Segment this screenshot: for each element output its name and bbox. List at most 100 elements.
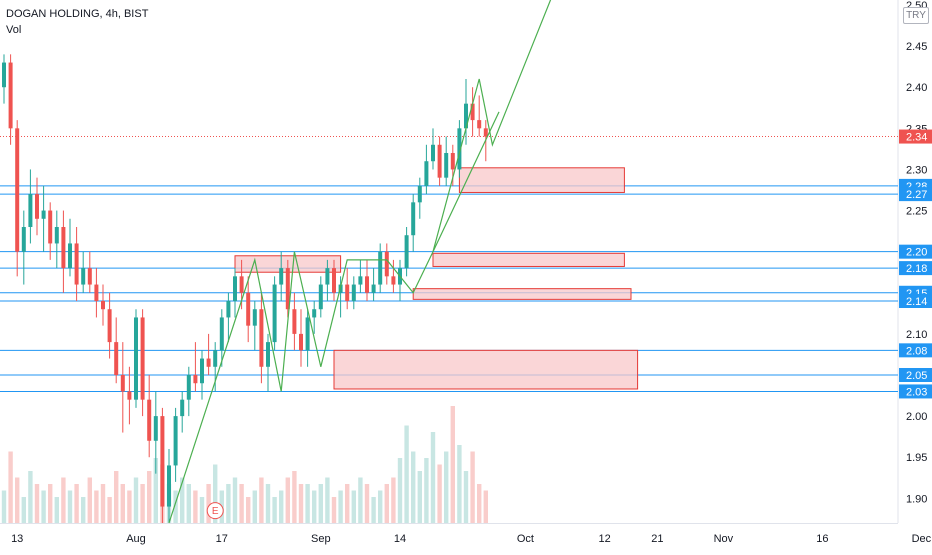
candle-body	[107, 309, 112, 343]
candle	[160, 407, 165, 523]
candle-body	[318, 284, 323, 310]
candle	[21, 210, 26, 285]
candle	[272, 276, 277, 351]
candle	[411, 194, 416, 252]
price-tick-label: 1.95	[906, 452, 927, 464]
time-tick-label: 12	[598, 533, 610, 545]
zone-rectangle	[412, 288, 632, 300]
volume-bar	[127, 490, 132, 523]
candle-body	[272, 284, 277, 343]
level-label-bg	[899, 343, 932, 358]
candle-body	[153, 416, 158, 441]
price-tick-label: 2.40	[906, 82, 927, 94]
candle-body	[160, 416, 165, 507]
volume-bar	[114, 471, 119, 523]
candle-body	[477, 120, 482, 129]
candle	[8, 54, 13, 145]
volume-bar	[338, 490, 343, 523]
volume-bar	[34, 484, 40, 523]
volume-bar	[120, 484, 125, 523]
level-label: 2.27	[906, 189, 927, 201]
volume-bar	[140, 484, 145, 523]
volume-bar	[463, 471, 469, 523]
level-label: 2.18	[906, 263, 927, 275]
candle	[87, 251, 92, 293]
candle	[61, 210, 66, 293]
volume-label[interactable]: Vol	[6, 24, 22, 36]
candle	[153, 391, 158, 474]
candle	[41, 185, 46, 252]
volume-bar	[15, 477, 20, 523]
volume-bar	[213, 464, 218, 523]
candle-body	[61, 227, 66, 269]
candle-body	[431, 144, 435, 162]
volume-bar	[232, 477, 238, 523]
candle	[226, 292, 231, 343]
candle	[107, 292, 112, 359]
candle-body	[21, 227, 26, 252]
volume-bar	[133, 477, 139, 523]
candle	[15, 120, 20, 277]
candle-body	[134, 317, 138, 400]
candle	[28, 169, 33, 244]
candle-body	[279, 268, 284, 285]
candle	[477, 95, 482, 137]
candle	[114, 317, 119, 384]
candle	[259, 292, 264, 384]
time-tick-label: Sep	[311, 533, 331, 545]
candle-body	[226, 301, 231, 318]
candle	[120, 342, 125, 433]
candle	[404, 227, 409, 277]
candle	[285, 259, 290, 318]
level-label-bg	[899, 368, 932, 382]
candle	[101, 284, 105, 326]
volume-bar	[325, 477, 330, 523]
volume-bar	[397, 458, 403, 523]
candle-body	[74, 243, 79, 285]
candle-body	[54, 227, 59, 244]
volume-bar	[48, 484, 53, 523]
volume-bar	[318, 484, 323, 523]
currency-badge[interactable]: TRY	[903, 7, 929, 24]
volume-bar	[67, 490, 73, 523]
candle	[266, 333, 270, 392]
volume-bar	[331, 497, 337, 523]
volume-bar	[239, 484, 244, 523]
volume-bar	[391, 477, 396, 523]
candle-body	[325, 268, 330, 285]
volume-bar	[74, 484, 79, 523]
candle-body	[219, 317, 224, 351]
candle-body	[147, 399, 152, 441]
time-tick-label: 13	[11, 533, 23, 545]
candle	[94, 268, 99, 318]
candle-body	[259, 309, 264, 367]
candle	[318, 276, 323, 318]
volume-bar	[285, 477, 290, 523]
candle	[431, 128, 435, 170]
candle	[424, 144, 429, 195]
volume-bar	[147, 471, 152, 523]
volume-bar	[292, 471, 297, 523]
candle-body	[239, 276, 244, 293]
time-tick-label: 14	[394, 533, 406, 545]
candle	[252, 301, 257, 351]
candle-body	[470, 103, 475, 121]
candle-body	[464, 103, 468, 129]
volume-bar	[404, 425, 409, 523]
volume-bar	[265, 484, 271, 523]
volume-bar	[364, 484, 370, 523]
price-tick-label: 2.10	[906, 329, 927, 341]
volume-bar	[199, 497, 205, 523]
candle-body	[444, 153, 449, 178]
last-price-label-bg	[899, 129, 932, 144]
volume-bar	[411, 451, 416, 523]
candle-body	[173, 416, 178, 466]
symbol-title[interactable]: DOGAN HOLDING, 4h, BIST	[6, 8, 149, 20]
candle-body	[206, 358, 211, 367]
level-label-bg	[899, 187, 932, 202]
candle-body	[299, 333, 303, 351]
candle-body	[483, 128, 488, 137]
time-tick-label: 21	[651, 533, 663, 545]
